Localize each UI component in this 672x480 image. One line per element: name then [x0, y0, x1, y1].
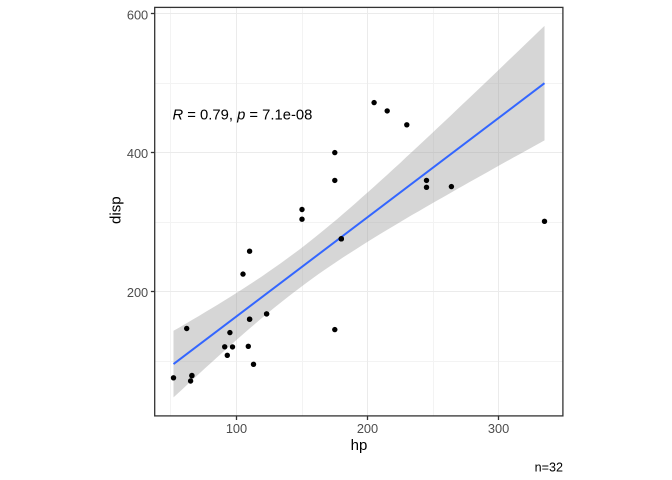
svg-text:100: 100 [226, 421, 247, 436]
svg-text:600: 600 [127, 7, 148, 22]
svg-text:200: 200 [127, 285, 148, 300]
svg-text:R = 0.79, p = 7.1e-08: R = 0.79, p = 7.1e-08 [173, 107, 313, 123]
svg-text:disp: disp [108, 196, 125, 224]
svg-text:hp: hp [351, 437, 368, 454]
svg-text:300: 300 [488, 421, 509, 436]
svg-text:n=32: n=32 [535, 460, 563, 474]
svg-text:200: 200 [357, 421, 378, 436]
svg-text:400: 400 [127, 146, 148, 161]
